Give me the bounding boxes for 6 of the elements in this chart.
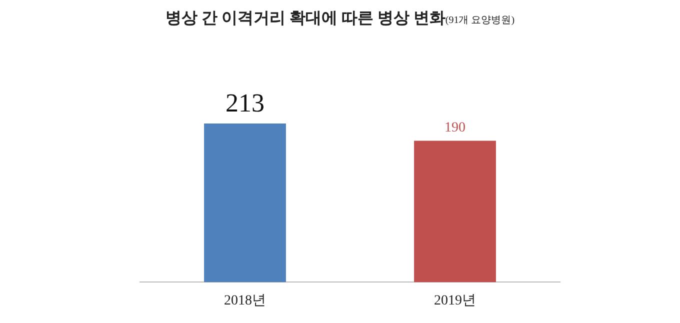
x-tick-label: 2019년 [434,293,476,308]
data-label: 190 [444,120,466,136]
data-label: 213 [226,88,264,118]
chart-subtitle: (91개 요양병원) [445,15,515,26]
chart-title: 병상 간 이격거리 확대에 따른 병상 변화 [165,10,446,27]
x-tick-label: 2018년 [224,293,266,308]
